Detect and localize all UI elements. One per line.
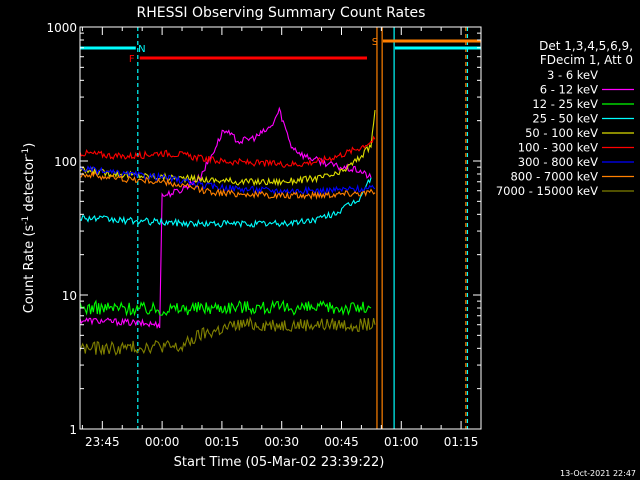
legend-label-100-300-kev: 100 - 300 keV xyxy=(518,141,598,155)
y-tick-label-1000: 1000 xyxy=(46,21,77,35)
series-line-7000-15000-kev xyxy=(79,316,376,356)
plot-area: NF S xyxy=(79,27,481,429)
legend-label-6-12-kev: 6 - 12 keV xyxy=(540,83,598,97)
legend-header-line-1: Det 1,3,4,5,6,9, xyxy=(539,39,633,53)
legend-label-50-100-kev: 50 - 100 keV xyxy=(525,126,598,140)
flag-label-s: S xyxy=(372,37,378,48)
x-axis: 23:45 00:00 00:15 00:30 00:45 01:00 01:15 xyxy=(81,27,482,449)
series-line-3-6-kev xyxy=(161,105,372,172)
y-tick-label-100: 100 xyxy=(54,155,77,169)
legend-label-25-50-kev: 25 - 50 keV xyxy=(532,112,598,126)
legend-label-800-7000-kev: 800 - 7000 keV xyxy=(510,170,598,184)
series-line-800-7000-kev xyxy=(79,170,376,201)
y-axis: 1 10 100 1000 xyxy=(46,21,481,437)
y-axis-label: Count Rate (s-1 detector-1) xyxy=(21,143,37,314)
footer-date: 13-Oct-2021 22:47 xyxy=(560,469,636,478)
flag-label-f: F xyxy=(129,54,135,65)
x-tick-label-23-45: 23:45 xyxy=(85,435,120,449)
series-line-25-50-kev xyxy=(79,177,372,229)
x-tick-label-00-00: 00:00 xyxy=(145,435,180,449)
chart-title: RHESSI Observing Summary Count Rates xyxy=(137,5,426,21)
legend-label-300-800-kev: 300 - 800 keV xyxy=(518,155,598,169)
x-axis-label: Start Time (05-Mar-02 23:39:22) xyxy=(174,455,385,470)
x-tick-label-00-15: 00:15 xyxy=(205,435,240,449)
legend: Det 1,3,4,5,6,9, FDecim 1, Att 0 3 - 6 k… xyxy=(496,39,634,198)
legend-header-line-2: FDecim 1, Att 0 xyxy=(540,53,633,67)
legend-label-3-6-kev: 3 - 6 keV xyxy=(547,68,598,82)
legend-label-12-25-kev: 12 - 25 keV xyxy=(532,97,598,111)
x-tick-label-00-45: 00:45 xyxy=(324,435,359,449)
x-tick-label-01-00: 01:00 xyxy=(384,435,419,449)
x-tick-label-00-30: 00:30 xyxy=(264,435,299,449)
series-line-100-300-kev xyxy=(79,135,376,168)
plot-frame xyxy=(79,26,482,430)
legend-label-7000-15000-kev: 7000 - 15000 keV xyxy=(496,184,598,198)
flag-label-n: N xyxy=(138,44,145,55)
x-tick-label-01-15: 01:15 xyxy=(444,435,479,449)
series-line-12-25-kev xyxy=(79,299,372,317)
series-line-50-100-kev xyxy=(79,110,376,187)
y-tick-label-10: 10 xyxy=(62,289,77,303)
y-tick-label-1: 1 xyxy=(69,423,77,437)
